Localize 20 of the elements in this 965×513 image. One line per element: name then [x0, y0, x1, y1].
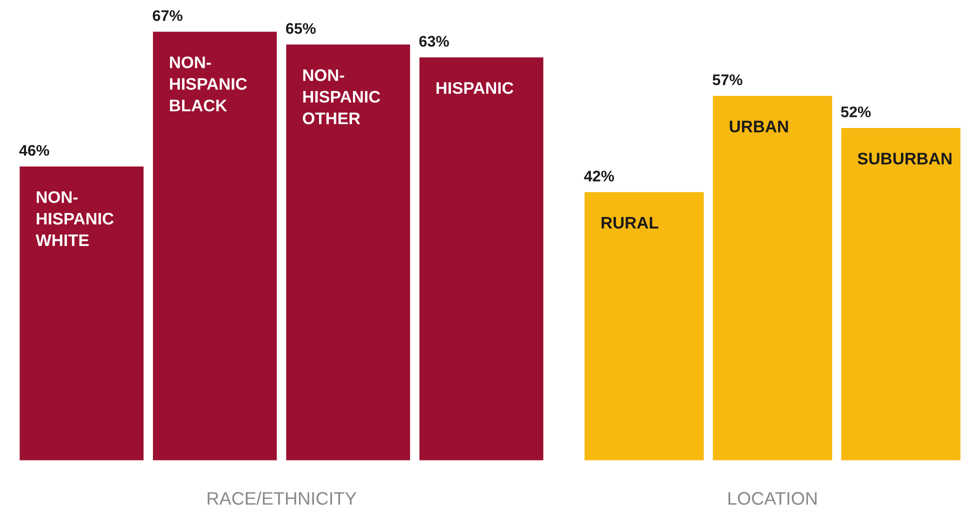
bar	[418, 56, 545, 461]
bar	[152, 31, 278, 461]
data-label: 52%	[840, 106, 871, 118]
x-axis-title: LOCATION	[728, 492, 817, 505]
data-label: 42%	[584, 170, 614, 182]
data-label: 46%	[19, 144, 50, 156]
category-label: HISPANIC	[436, 82, 514, 94]
x-axis-title: RACE/ETHNICITY	[208, 492, 356, 505]
data-label: 67%	[152, 10, 182, 22]
x-tick-label: RURAL	[602, 217, 658, 229]
data-label: 57%	[712, 74, 742, 86]
bar	[284, 43, 412, 461]
category-label: NON- HISPANIC OTHER	[302, 69, 380, 124]
data-label: 63%	[419, 36, 449, 47]
bar	[18, 165, 145, 461]
category-label: NON- HISPANIC WHITE	[36, 191, 114, 246]
category-label: NON- HISPANIC BLACK	[170, 56, 247, 112]
data-label: 65%	[286, 23, 316, 34]
x-tick-label: SUBURBAN	[858, 152, 952, 165]
x-tick-label: URBAN	[730, 120, 788, 132]
